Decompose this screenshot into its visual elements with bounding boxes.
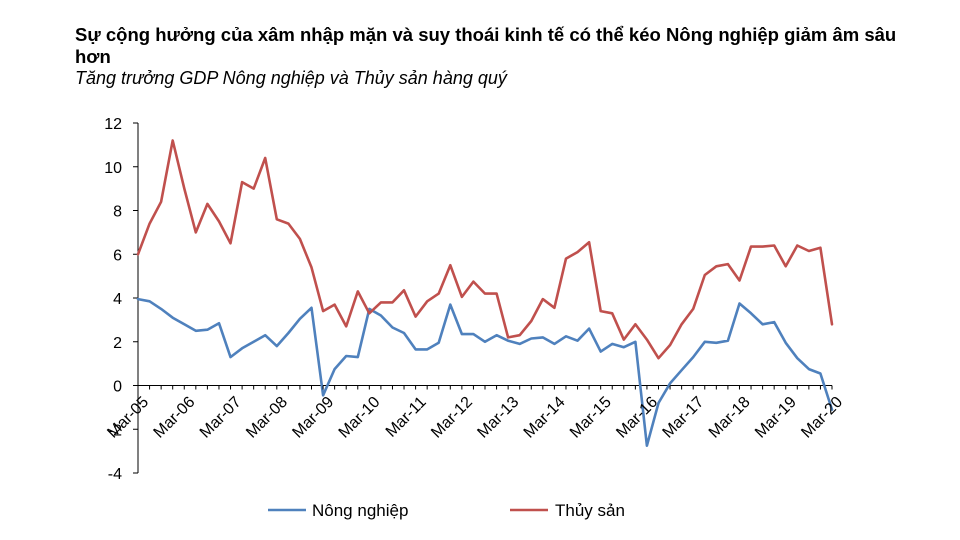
x-tick-label: Mar-10	[336, 394, 384, 442]
y-axis-ticks: -4 -2 0 2 4 6 8 10 12	[104, 116, 138, 483]
x-tick-label: Mar-18	[706, 394, 754, 442]
series-line-thuy-san	[136, 139, 834, 360]
y-tick-label: -4	[108, 466, 122, 483]
x-tick-label: Mar-12	[428, 394, 476, 442]
x-tick-label: Mar-19	[752, 394, 800, 442]
x-tick-label: Mar-06	[151, 394, 199, 442]
x-tick-label: Mar-14	[521, 394, 569, 442]
legend: Nông nghiệp Thủy sản	[268, 501, 625, 520]
y-tick-label: 8	[113, 204, 122, 221]
y-tick-label: 6	[113, 247, 122, 264]
x-tick-label: Mar-13	[474, 394, 522, 442]
y-tick-label: 12	[104, 116, 122, 133]
x-tick-label: Mar-17	[660, 394, 708, 442]
x-tick-label: Mar-08	[243, 394, 291, 442]
y-tick-label: 2	[113, 335, 122, 352]
y-tick-label: 0	[113, 379, 122, 396]
chart-title: Sự cộng hưởng của xâm nhập mặn và suy th…	[75, 24, 897, 67]
x-tick-label: Mar-09	[289, 394, 337, 442]
y-tick-label: -2	[108, 422, 122, 439]
x-tick-label: Mar-20	[798, 394, 846, 442]
x-tick-label: Mar-07	[197, 394, 245, 442]
series-line-nong-nghiep	[136, 297, 834, 448]
y-tick-label: 10	[104, 160, 122, 177]
x-tick-label: Mar-11	[383, 394, 430, 441]
legend-label: Nông nghiệp	[312, 501, 408, 520]
x-tick-label: Mar-15	[567, 394, 615, 442]
legend-label: Thủy sản	[555, 501, 625, 520]
series-lines	[136, 139, 834, 448]
y-tick-label: 4	[113, 291, 122, 308]
x-tick-label: Mar-05	[104, 394, 152, 442]
chart-subtitle: Tăng trưởng GDP Nông nghiệp và Thủy sản …	[75, 68, 507, 88]
